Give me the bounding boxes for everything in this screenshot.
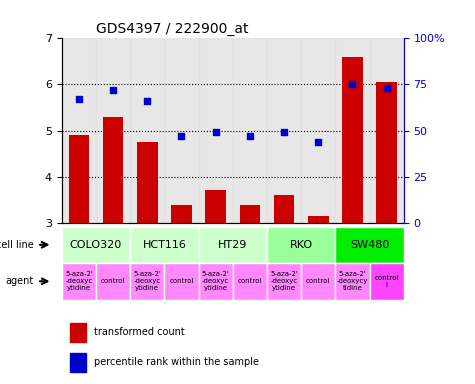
Bar	[171, 205, 192, 223]
FancyBboxPatch shape	[164, 263, 199, 300]
Text: RKO: RKO	[290, 240, 313, 250]
Point	[178, 133, 185, 139]
Text: 5-aza-2'
-deoxyc
ytidine: 5-aza-2' -deoxyc ytidine	[202, 271, 229, 291]
Text: control
l: control l	[374, 275, 399, 288]
Bar	[274, 195, 294, 223]
FancyBboxPatch shape	[335, 263, 370, 300]
Bar	[199, 38, 233, 223]
Text: control: control	[169, 278, 194, 284]
Point	[314, 139, 322, 145]
Point	[75, 96, 83, 102]
Bar	[239, 205, 260, 223]
Text: control: control	[101, 278, 125, 284]
Text: transformed count: transformed count	[94, 327, 185, 337]
Point	[246, 133, 254, 139]
Point	[383, 85, 390, 91]
Text: control: control	[306, 278, 331, 284]
Text: control: control	[238, 278, 262, 284]
Bar	[68, 135, 89, 223]
Bar	[130, 38, 164, 223]
FancyBboxPatch shape	[62, 227, 130, 263]
Bar	[335, 38, 370, 223]
Point	[349, 81, 356, 88]
Text: HT29: HT29	[218, 240, 247, 250]
FancyBboxPatch shape	[96, 263, 130, 300]
Point	[143, 98, 151, 104]
Point	[212, 129, 219, 136]
Bar	[62, 38, 96, 223]
Bar	[233, 38, 267, 223]
Text: GDS4397 / 222900_at: GDS4397 / 222900_at	[96, 22, 248, 36]
FancyBboxPatch shape	[301, 263, 335, 300]
FancyBboxPatch shape	[335, 227, 404, 263]
FancyBboxPatch shape	[130, 227, 199, 263]
Bar	[96, 38, 130, 223]
Bar	[342, 57, 363, 223]
Bar	[70, 353, 86, 372]
Text: 5-aza-2'
-deoxyc
ytidine: 5-aza-2' -deoxyc ytidine	[65, 271, 93, 291]
FancyBboxPatch shape	[267, 263, 301, 300]
FancyBboxPatch shape	[199, 227, 267, 263]
Bar	[103, 117, 124, 223]
Bar	[376, 82, 397, 223]
FancyBboxPatch shape	[130, 263, 164, 300]
Text: HCT116: HCT116	[142, 240, 186, 250]
Bar	[370, 38, 404, 223]
Text: 5-aza-2'
-deoxycy
tidine: 5-aza-2' -deoxycy tidine	[337, 271, 368, 291]
FancyBboxPatch shape	[370, 263, 404, 300]
Bar	[205, 190, 226, 223]
Bar	[308, 216, 329, 223]
FancyBboxPatch shape	[199, 263, 233, 300]
Text: cell line: cell line	[0, 240, 34, 250]
FancyBboxPatch shape	[62, 263, 96, 300]
Bar	[164, 38, 199, 223]
Point	[280, 129, 288, 136]
Text: agent: agent	[6, 276, 34, 286]
Bar	[267, 38, 301, 223]
Text: COLO320: COLO320	[70, 240, 122, 250]
Text: 5-aza-2'
-deoxyc
ytidine: 5-aza-2' -deoxyc ytidine	[133, 271, 161, 291]
FancyBboxPatch shape	[267, 227, 335, 263]
Bar	[70, 323, 86, 342]
Text: percentile rank within the sample: percentile rank within the sample	[94, 358, 259, 367]
Point	[109, 87, 117, 93]
FancyBboxPatch shape	[233, 263, 267, 300]
Text: 5-aza-2'
-deoxyc
ytidine: 5-aza-2' -deoxyc ytidine	[270, 271, 298, 291]
Bar	[301, 38, 335, 223]
Bar	[137, 142, 158, 223]
Text: SW480: SW480	[350, 240, 389, 250]
